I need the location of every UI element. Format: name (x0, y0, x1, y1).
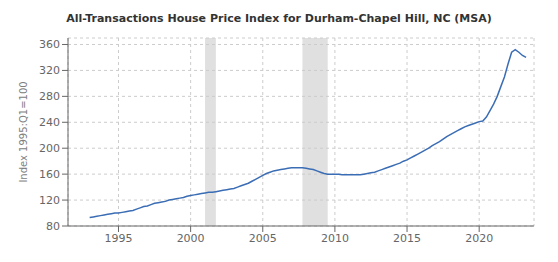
svg-text:280: 280 (39, 90, 60, 103)
svg-text:2010: 2010 (321, 232, 349, 245)
svg-text:2005: 2005 (249, 232, 277, 245)
svg-text:240: 240 (39, 116, 60, 129)
svg-text:200: 200 (39, 142, 60, 155)
svg-text:160: 160 (39, 168, 60, 181)
svg-text:1995: 1995 (104, 232, 132, 245)
svg-text:80: 80 (46, 220, 60, 233)
svg-text:2015: 2015 (393, 232, 421, 245)
svg-text:2000: 2000 (177, 232, 205, 245)
svg-text:120: 120 (39, 194, 60, 207)
svg-text:2020: 2020 (465, 232, 493, 245)
svg-text:320: 320 (39, 64, 60, 77)
html-text:All-Transactions House Price I: All-Transactions House Price Index for D… (66, 12, 492, 25)
svg-text:Index 1995:Q1=100: Index 1995:Q1=100 (18, 81, 29, 182)
svg-text:360: 360 (39, 38, 60, 51)
